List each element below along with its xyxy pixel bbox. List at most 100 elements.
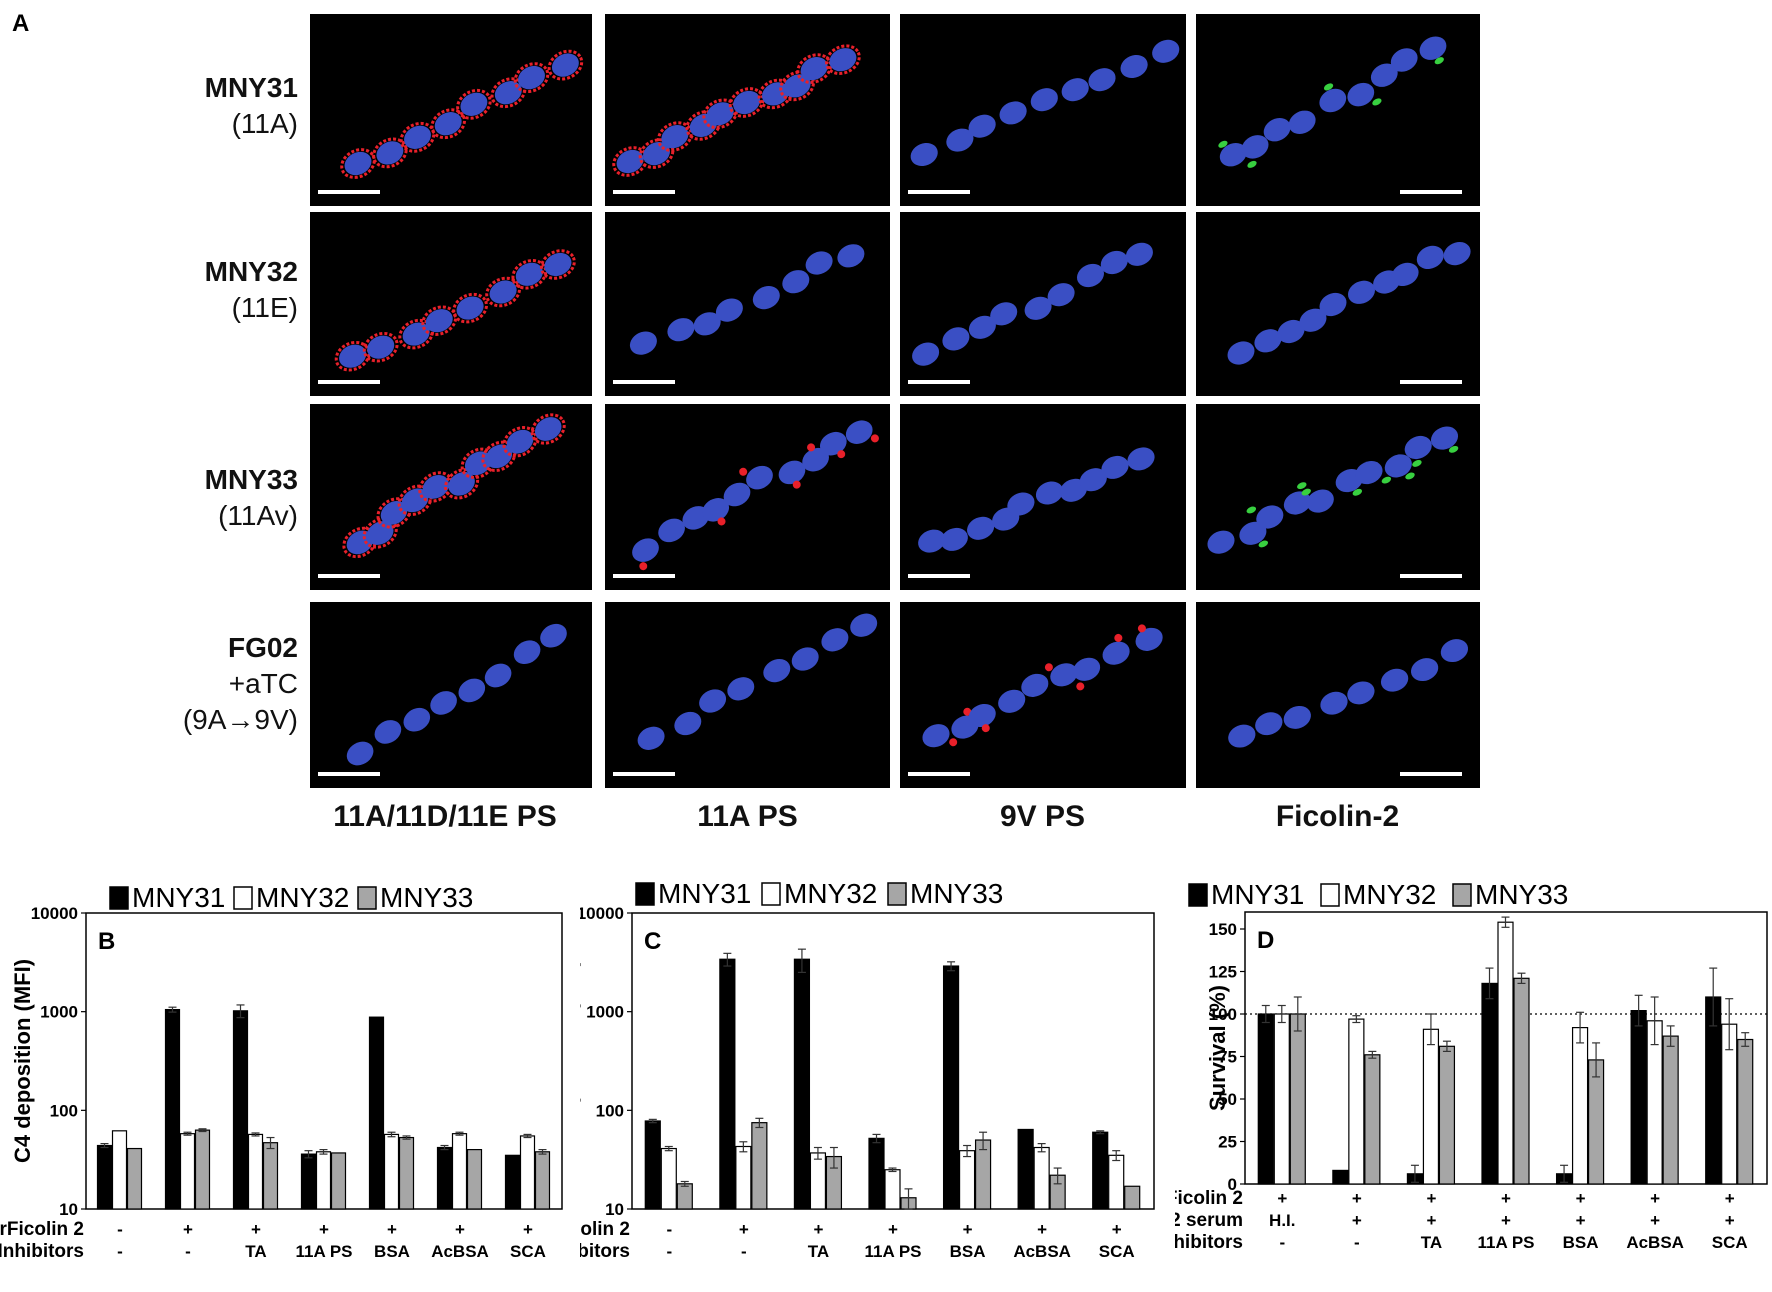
bar-mny32: [1273, 1013, 1290, 1185]
category-tick-label: +: [183, 1220, 193, 1239]
bacterium-cell: [530, 413, 566, 445]
legend-swatch: [109, 886, 129, 910]
scale-bar: [908, 190, 970, 194]
category-tick-label: -: [1279, 1233, 1285, 1252]
y-tick-label: 100: [50, 1101, 78, 1120]
bacterium-cell: [968, 703, 996, 733]
bar-mny31: [1017, 1128, 1034, 1210]
micrograph-image: [1227, 241, 1471, 384]
legend-swatch: [635, 882, 655, 906]
micrograph-r4-c1: [310, 602, 592, 788]
bar-mny33: [1662, 1035, 1679, 1185]
bacterium-cell: [1120, 54, 1148, 79]
bar-mny31: [300, 1153, 317, 1210]
bacterium-cell: [1391, 262, 1419, 287]
bacterium-cell: [674, 711, 702, 736]
chart-panel-b: MNY31 MNY32 MNY33 B 10 100 1000 10000 C4 deposit…: [0, 860, 570, 1287]
bar-mny32: [884, 1169, 901, 1210]
category-tick-label: +: [387, 1220, 397, 1239]
bacterium-cell: [998, 689, 1026, 713]
legend-label: MNY33: [380, 882, 473, 913]
bacterium-cell: [1384, 454, 1415, 480]
category-tick-label: AcBSA: [431, 1242, 489, 1261]
micrograph-image: [318, 249, 576, 384]
category-tick-label: +: [1576, 1189, 1586, 1208]
legend-swatch: [887, 882, 907, 906]
micrograph-image: [613, 420, 879, 578]
bar-mny33: [534, 1151, 551, 1210]
bacterium-cell: [502, 426, 538, 458]
micrograph-image: [613, 613, 878, 776]
category-tick-label: AcBSA: [1013, 1242, 1071, 1261]
bar-mny33: [1587, 1059, 1605, 1185]
scale-bar: [908, 380, 970, 384]
category-tick-label: -: [741, 1242, 747, 1261]
bacterium-cell: [728, 87, 765, 118]
column-label-ficolin-2: Ficolin-2: [1275, 800, 1400, 833]
bar-mny31: [164, 1008, 181, 1210]
strain-treatment: +aTC: [228, 668, 298, 699]
bar-mny32: [1033, 1146, 1050, 1210]
strain-serotype: (11A): [231, 108, 298, 139]
bacterium-cell: [403, 707, 431, 732]
bar-mny31: [644, 1120, 661, 1210]
scale-bar: [1400, 574, 1462, 578]
category-tick-label: -: [666, 1220, 672, 1239]
category-tick-label: 11A PS: [864, 1242, 921, 1261]
bacterium-cell: [340, 148, 376, 179]
bacterium-cell: [1125, 242, 1153, 266]
micrograph-r1-c1: [310, 14, 592, 206]
legend-swatch: [233, 886, 253, 910]
bacterium-cell: [484, 663, 512, 688]
chart-panel-d: MNY31 MNY32 MNY33 D 0 25 50 75 100 125 150 Survival…: [1124, 860, 1772, 1287]
bacterium-cell: [968, 114, 996, 138]
bar-mny33: [1737, 1038, 1754, 1185]
category-tick-label: +: [813, 1220, 823, 1239]
bacterium-cell: [1443, 241, 1471, 266]
chart-legend: MNY31 MNY32 MNY33: [1188, 879, 1568, 910]
bar-mny31: [504, 1154, 521, 1210]
chart-legend: MNY31 MNY32 MNY33: [635, 878, 1003, 909]
bacterium-cell: [723, 482, 751, 507]
bacterium-cell: [990, 302, 1018, 326]
bacterium-cell: [1380, 668, 1409, 692]
micrograph-image: [318, 623, 567, 776]
micrograph-r3-c1: [310, 404, 592, 590]
bacterium-cell: [1102, 633, 1130, 665]
bacterium-cell: [942, 327, 970, 351]
bacterium-cell: [1410, 658, 1439, 682]
category-tick-label: TA: [245, 1242, 266, 1261]
chart-panel-c: MNY31 MNY32 MNY33 C 10 100 1000 10000 C3 deposit…: [543, 860, 1160, 1287]
micrograph-r1-c4: [1196, 14, 1480, 206]
category-tick-label: -: [117, 1242, 123, 1261]
micrograph-r1-c2: [605, 14, 890, 206]
category-tick-label: SCA: [510, 1242, 546, 1261]
micrograph-r2-c2: [605, 212, 890, 396]
category-tick-label: +: [1426, 1211, 1436, 1230]
bacterium-cell: [1227, 341, 1255, 365]
micrograph-image: [1218, 36, 1462, 194]
scale-bar: [613, 772, 675, 776]
bar-mny33: [1438, 1045, 1456, 1185]
column-label-9v-ps: 9V PS: [999, 800, 1086, 833]
bar-mny32: [1348, 1018, 1365, 1185]
bar-mny32: [179, 1133, 196, 1210]
bacterium-cell: [922, 724, 958, 748]
bacterium-cell: [1061, 78, 1089, 102]
panel-letter: C: [644, 928, 661, 955]
bar-mny32: [660, 1147, 677, 1210]
chart-d-svg: MNY31 MNY32 MNY33 D 0 25 50 75 100 125 150 Survival…: [1124, 879, 1768, 1253]
category-row-label: rFicolin 2: [0, 1219, 84, 1240]
micrograph-image: [318, 413, 566, 578]
category-tick-label: +: [1501, 1189, 1511, 1208]
bacterium-cell: [540, 623, 567, 648]
bacterium-cell: [1347, 82, 1382, 107]
category-tick-label: +: [251, 1220, 261, 1239]
micrograph-r1-c3: [900, 14, 1186, 206]
category-tick-label: +: [1725, 1189, 1735, 1208]
panel-letter: D: [1257, 927, 1274, 954]
bar-mny32: [735, 1145, 752, 1210]
row-label-mny31: MNY31 (11A): [148, 70, 298, 142]
scale-bar: [613, 574, 675, 578]
micrograph-image: [612, 44, 861, 194]
